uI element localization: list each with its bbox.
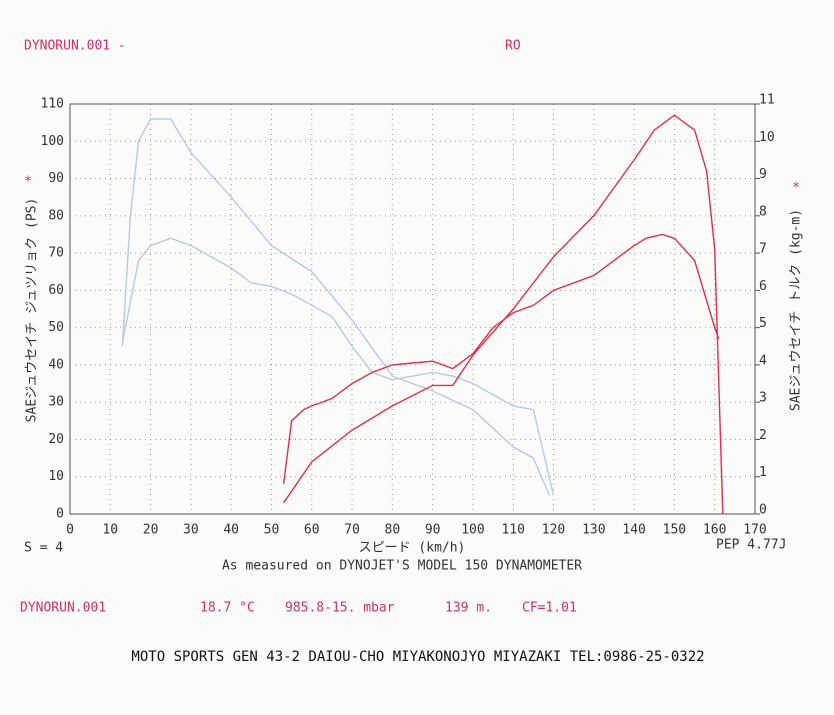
y2-tick-label: 10 xyxy=(759,130,775,145)
y2-tick-label: 9 xyxy=(759,167,767,182)
x-tick-label: 150 xyxy=(663,523,686,538)
caption: As measured on DYNOJET'S MODEL 150 DYNAM… xyxy=(222,559,582,574)
x-tick-label: 170 xyxy=(743,523,766,538)
y-tick-label: 10 xyxy=(48,469,64,484)
series-line xyxy=(283,114,724,515)
y-tick-label: 60 xyxy=(48,283,64,298)
x-tick-label: 80 xyxy=(385,523,401,538)
y-tick-label: 90 xyxy=(48,171,64,186)
chart-subtitle: RO xyxy=(505,39,521,54)
x-tick-label: 30 xyxy=(183,523,199,538)
x-tick-label: 40 xyxy=(223,523,239,538)
x-tick-label: 140 xyxy=(622,523,645,538)
y2-tick-label: 5 xyxy=(759,316,767,331)
x-tick-label: 100 xyxy=(461,523,484,538)
x-tick-label: 10 xyxy=(102,523,118,538)
y2-tick-label: 3 xyxy=(759,391,767,406)
y-tick-label: 100 xyxy=(41,134,64,149)
address: MOTO SPORTS GEN 43-2 DAIOU-CHO MIYAKONOJ… xyxy=(131,649,704,665)
x-tick-label: 120 xyxy=(542,523,565,538)
series-line xyxy=(121,237,555,496)
y-axis-label: SAEジュウセイチ ジュツリョク (PS) xyxy=(25,198,40,423)
x-tick-label: 60 xyxy=(304,523,320,538)
x-tick-label: 130 xyxy=(582,523,605,538)
y2-tick-label: 11 xyxy=(759,93,775,108)
smoothing: S = 4 xyxy=(24,541,63,556)
y-tick-label: 50 xyxy=(48,320,64,335)
y2-tick-label: 2 xyxy=(759,428,767,443)
y2-tick-label: 0 xyxy=(759,503,767,518)
pep: PEP 4.77J xyxy=(716,538,786,553)
y-tick-label: 110 xyxy=(41,97,64,112)
y-tick-label: 80 xyxy=(48,208,64,223)
axis-marker: * xyxy=(24,175,32,190)
y-tick-label: 0 xyxy=(56,507,64,522)
y2-tick-label: 7 xyxy=(759,242,767,257)
chart-title: DYNORUN.001 - xyxy=(24,39,126,54)
footer-item: DYNORUN.001 xyxy=(20,601,106,616)
x-tick-label: 110 xyxy=(501,523,524,538)
y-tick-label: 70 xyxy=(48,246,64,261)
axis-marker: * xyxy=(792,181,800,196)
y2-tick-label: 1 xyxy=(759,465,767,480)
x-tick-label: 160 xyxy=(703,523,726,538)
x-tick-label: 20 xyxy=(143,523,159,538)
series-line xyxy=(121,118,551,496)
series-line xyxy=(282,233,720,485)
y-tick-label: 20 xyxy=(48,432,64,447)
y-tick-label: 30 xyxy=(48,395,64,410)
x-tick-label: 90 xyxy=(425,523,441,538)
x-tick-label: 0 xyxy=(66,523,74,538)
x-axis-label: スピード (km/h) xyxy=(359,541,466,556)
y-tick-label: 40 xyxy=(48,357,64,372)
footer-item: CF=1.01 xyxy=(522,601,577,616)
x-tick-label: 50 xyxy=(264,523,280,538)
footer-item: 985.8-15. mbar xyxy=(285,601,395,616)
y2-axis-label: SAEジュウセイチ トルク (kg-m) xyxy=(789,209,804,411)
y2-tick-label: 8 xyxy=(759,204,767,219)
y2-tick-label: 4 xyxy=(759,353,767,368)
footer-item: 18.7 °C xyxy=(200,601,255,616)
footer-item: 139 m. xyxy=(445,601,492,616)
plot-frame xyxy=(69,103,756,515)
x-tick-label: 70 xyxy=(344,523,360,538)
y2-tick-label: 6 xyxy=(759,279,767,294)
